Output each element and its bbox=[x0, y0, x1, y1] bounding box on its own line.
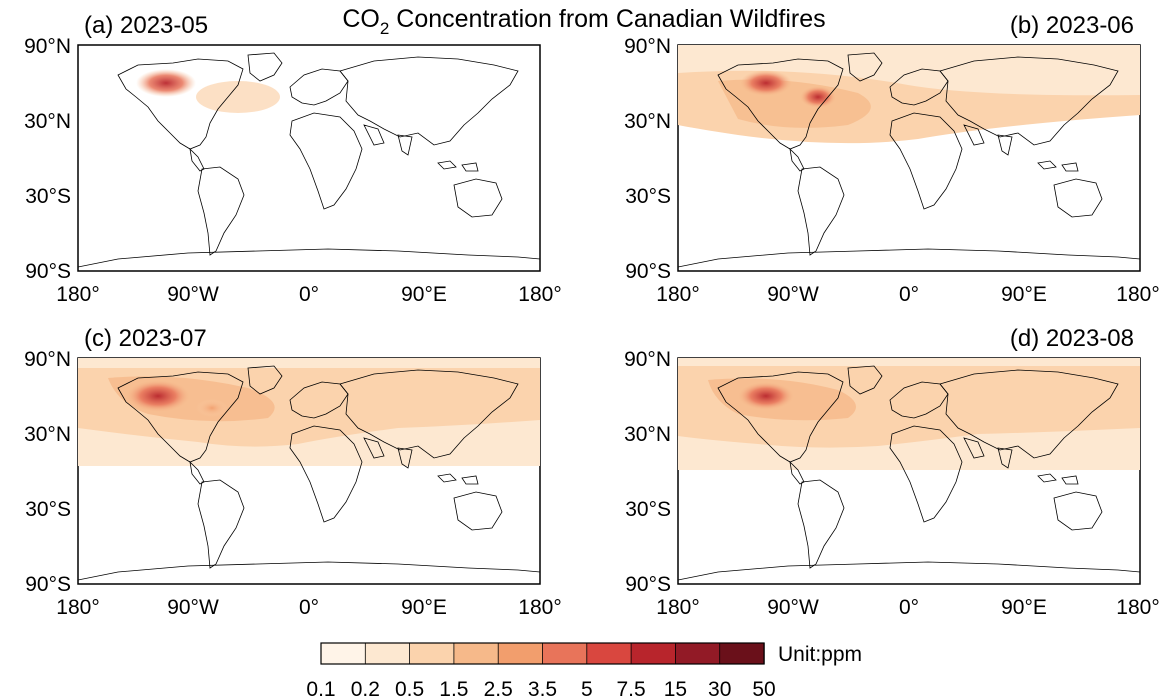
colorbar: 0.1 0.2 0.5 1.5 2.5 3.5 5 7.5 15 30 50 Unit:ppm bbox=[306, 642, 862, 700]
concentration-hotspot bbox=[738, 382, 794, 410]
lat-tick-label: 30°N bbox=[624, 423, 671, 446]
lon-tick-label: 90°E bbox=[1001, 283, 1047, 306]
lat-tick-label: 30°N bbox=[624, 110, 671, 133]
colorbar-swatch bbox=[320, 642, 366, 665]
lon-tick-label: 180° bbox=[56, 283, 99, 306]
concentration-hotspot bbox=[196, 399, 228, 417]
map-panel-a: (a) 2023-05 90°N 30°N 30°S 90°S 180° 90°… bbox=[24, 12, 562, 306]
lat-tick-label: 90°N bbox=[624, 35, 671, 58]
colorbar-swatches bbox=[320, 642, 765, 665]
lon-tick-label: 180° bbox=[656, 596, 699, 619]
colorbar-swatch bbox=[586, 642, 632, 665]
map-panel-d: (d) 2023-08 90°N 30°N 30°S 90°S 180° 90°… bbox=[624, 325, 1160, 619]
lon-tick-label: 0° bbox=[899, 283, 919, 306]
colorbar-swatch bbox=[409, 642, 455, 665]
colorbar-swatch bbox=[675, 642, 721, 665]
colorbar-tick-label: 50 bbox=[752, 678, 775, 700]
lat-tick-label: 90°S bbox=[625, 573, 671, 596]
colorbar-tick-label: 0.5 bbox=[395, 678, 424, 700]
colorbar-frame bbox=[320, 642, 765, 665]
lon-tick-label: 180° bbox=[656, 283, 699, 306]
concentration-hotspot bbox=[126, 380, 190, 412]
figure-title: CO2 Concentration from Canadian Wildfire… bbox=[342, 5, 825, 38]
lon-tick-label: 0° bbox=[299, 283, 319, 306]
lat-tick-label: 30°S bbox=[625, 498, 671, 521]
lon-tick-label: 0° bbox=[299, 596, 319, 619]
lon-tick-label: 90°W bbox=[767, 596, 819, 619]
lon-tick-label: 180° bbox=[1116, 596, 1159, 619]
concentration-plume bbox=[196, 81, 280, 113]
colorbar-swatch bbox=[630, 642, 677, 665]
lat-tick-label: 90°S bbox=[625, 260, 671, 283]
colorbar-tick-label: 1.5 bbox=[439, 678, 468, 700]
lon-tick-label: 0° bbox=[899, 596, 919, 619]
colorbar-tick-labels: 0.1 0.2 0.5 1.5 2.5 3.5 5 7.5 15 30 50 bbox=[306, 678, 775, 700]
panel-label: (c) 2023-07 bbox=[84, 325, 207, 352]
lat-tick-label: 90°N bbox=[24, 348, 71, 371]
lon-tick-label: 90°W bbox=[767, 283, 819, 306]
lon-tick-label: 180° bbox=[56, 596, 99, 619]
panel-label: (d) 2023-08 bbox=[1010, 325, 1134, 352]
colorbar-tick-label: 0.1 bbox=[306, 678, 335, 700]
lat-tick-label: 30°S bbox=[625, 185, 671, 208]
lat-tick-label: 90°S bbox=[25, 260, 71, 283]
lon-tick-label: 90°W bbox=[167, 596, 219, 619]
lat-tick-label: 30°N bbox=[24, 110, 71, 133]
concentration-hotspot bbox=[740, 70, 792, 96]
concentration-hotspot bbox=[136, 69, 196, 97]
colorbar-swatch bbox=[542, 642, 588, 665]
title-subscript: 2 bbox=[380, 19, 389, 38]
panel-label: (b) 2023-06 bbox=[1010, 12, 1134, 39]
lon-tick-label: 90°E bbox=[1001, 596, 1047, 619]
lon-tick-label: 90°E bbox=[401, 596, 447, 619]
lat-tick-label: 30°S bbox=[25, 498, 71, 521]
colorbar-tick-label: 0.2 bbox=[351, 678, 380, 700]
title-main: CO bbox=[342, 5, 380, 33]
colorbar-swatch bbox=[453, 642, 499, 665]
title-rest: Concentration from Canadian Wildfires bbox=[389, 5, 825, 33]
colorbar-tick-label: 2.5 bbox=[484, 678, 513, 700]
concentration-hotspot bbox=[800, 86, 836, 108]
lon-tick-label: 180° bbox=[1116, 283, 1159, 306]
colorbar-swatch bbox=[719, 642, 765, 665]
panel-label: (a) 2023-05 bbox=[84, 12, 208, 39]
colorbar-tick-label: 7.5 bbox=[616, 678, 645, 700]
lon-tick-label: 90°E bbox=[401, 283, 447, 306]
lat-tick-label: 90°S bbox=[25, 573, 71, 596]
colorbar-swatch bbox=[364, 642, 411, 665]
map-panel-c: (c) 2023-07 90°N 30°N 30°S 90°S 180° 90°… bbox=[24, 325, 562, 619]
lon-tick-label: 90°W bbox=[167, 283, 219, 306]
colorbar-swatch bbox=[497, 642, 544, 665]
lat-tick-label: 90°N bbox=[624, 348, 671, 371]
lat-tick-label: 90°N bbox=[24, 35, 71, 58]
colorbar-tick-label: 3.5 bbox=[528, 678, 557, 700]
colorbar-tick-label: 15 bbox=[664, 678, 687, 700]
lon-tick-label: 180° bbox=[518, 283, 561, 306]
map-panel-b: (b) 2023-06 90°N 30°N 30°S 90°S 180° 90°… bbox=[624, 12, 1160, 306]
colorbar-tick-label: 30 bbox=[708, 678, 731, 700]
colorbar-tick-label: 5 bbox=[581, 678, 593, 700]
colorbar-unit: Unit:ppm bbox=[778, 643, 862, 666]
lon-tick-label: 180° bbox=[518, 596, 561, 619]
lat-tick-label: 30°S bbox=[25, 185, 71, 208]
lat-tick-label: 30°N bbox=[24, 423, 71, 446]
